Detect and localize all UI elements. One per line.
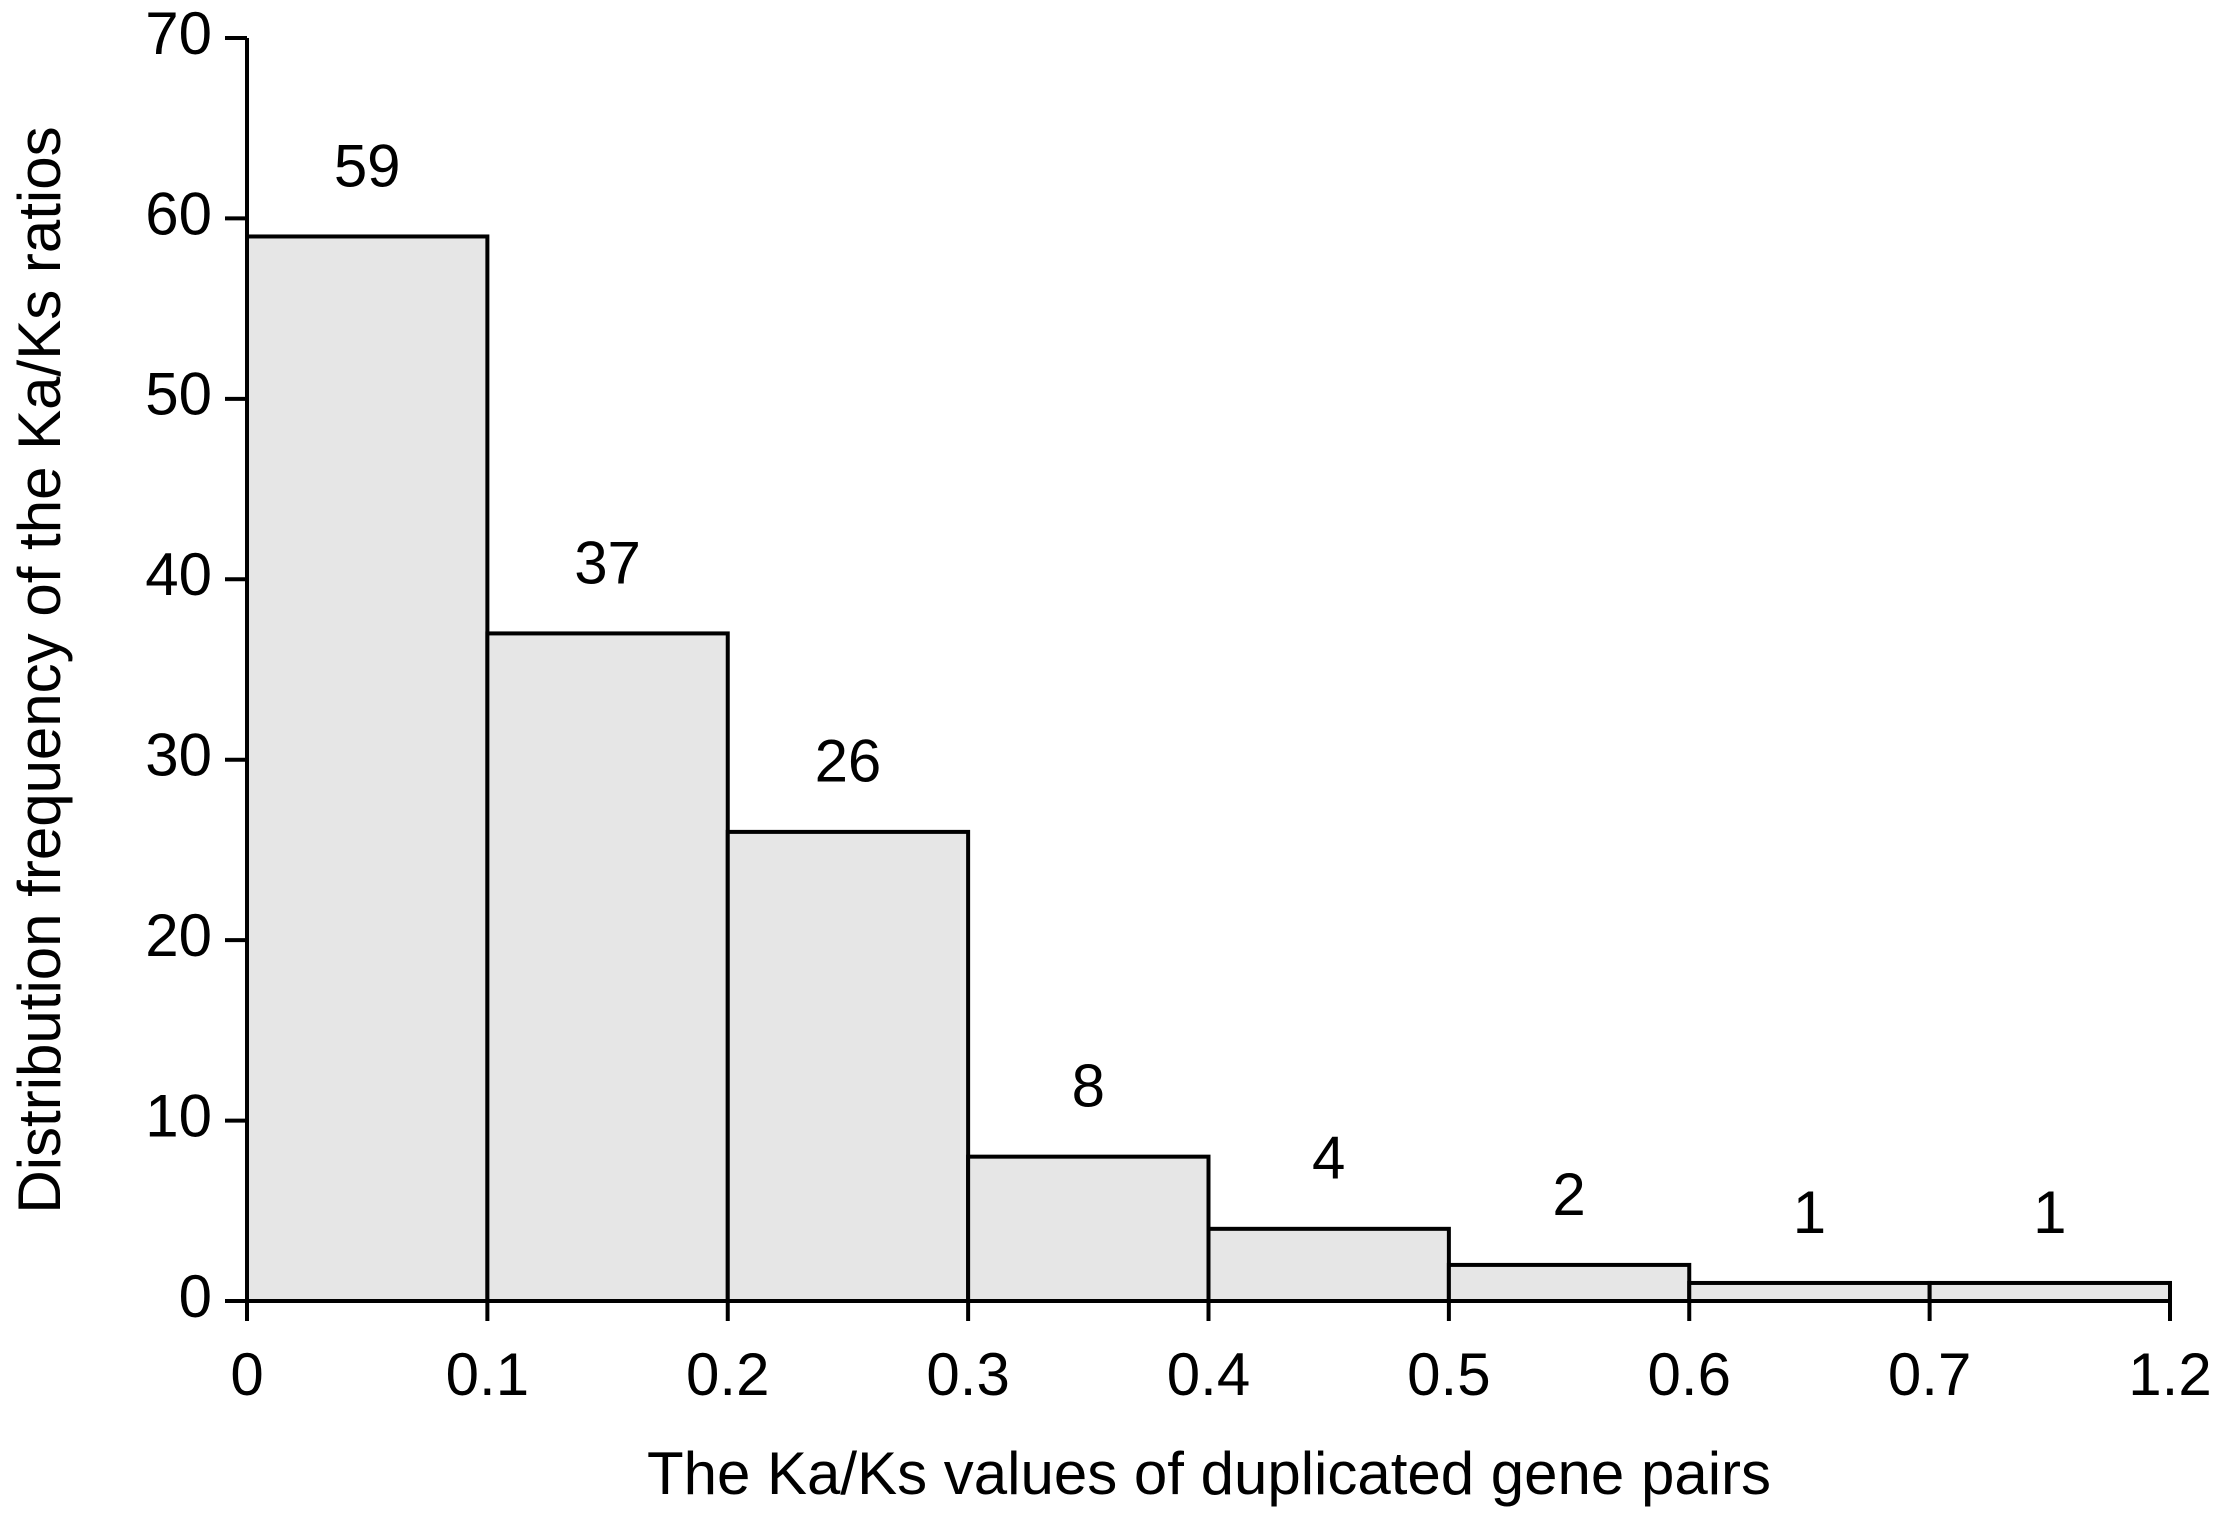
y-tick-label: 30 <box>145 722 212 789</box>
x-tick-label: 0.7 <box>1888 1341 1971 1408</box>
value-label: 2 <box>1552 1161 1585 1228</box>
value-label: 1 <box>2033 1179 2066 1246</box>
x-tick-label: 0.4 <box>1167 1341 1250 1408</box>
y-tick-label: 0 <box>179 1263 212 1330</box>
y-tick-label: 60 <box>145 180 212 247</box>
bar <box>1206 1226 1451 1304</box>
bar <box>245 234 490 1303</box>
bar <box>725 829 971 1304</box>
bar <box>1927 1280 2172 1304</box>
value-label: 26 <box>815 728 882 795</box>
bar <box>966 1154 1211 1303</box>
y-tick-label: 70 <box>145 0 212 67</box>
x-tick-label: 0.3 <box>926 1341 1009 1408</box>
y-tick-label: 50 <box>145 361 212 428</box>
x-tick-label: 1.2 <box>2128 1341 2211 1408</box>
value-label: 8 <box>1072 1053 1105 1120</box>
bar <box>1446 1262 1692 1304</box>
x-tick-label: 0.1 <box>446 1341 529 1408</box>
bar <box>485 631 730 1303</box>
x-tick-label: 0.5 <box>1407 1341 1490 1408</box>
x-tick-label: 0 <box>230 1341 263 1408</box>
value-label: 4 <box>1312 1125 1345 1192</box>
x-tick-label: 0.6 <box>1648 1341 1731 1408</box>
value-label: 37 <box>574 529 641 596</box>
x-tick-label: 0.2 <box>686 1341 769 1408</box>
y-tick-label: 20 <box>145 902 212 969</box>
value-label: 59 <box>334 132 401 199</box>
y-tick-label: 40 <box>145 541 212 608</box>
value-label: 1 <box>1793 1179 1826 1246</box>
bar <box>1687 1280 1932 1304</box>
x-axis-label: The Ka/Ks values of duplicated gene pair… <box>647 1440 1771 1507</box>
y-tick-label: 10 <box>145 1082 212 1149</box>
y-axis-label: Distribution frequency of the Ka/Ks rati… <box>6 126 73 1213</box>
